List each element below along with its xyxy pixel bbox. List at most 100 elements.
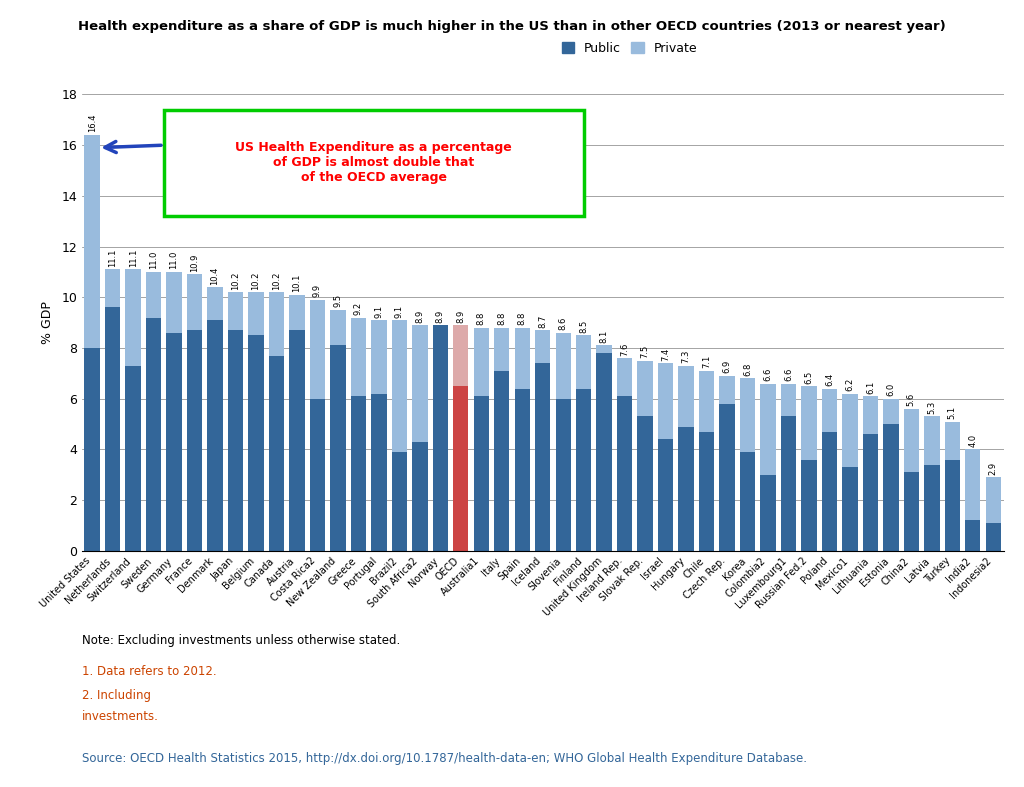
- Bar: [780, 416, 797, 551]
- Bar: [616, 358, 632, 396]
- Bar: [842, 467, 858, 551]
- Text: 1. Data refers to 2012.: 1. Data refers to 2012.: [82, 665, 216, 678]
- Text: 6.1: 6.1: [866, 380, 874, 394]
- Text: 6.2: 6.2: [846, 378, 854, 391]
- Bar: [842, 394, 858, 467]
- Bar: [760, 383, 776, 475]
- Bar: [555, 399, 571, 551]
- Bar: [903, 409, 920, 472]
- Bar: [166, 272, 182, 333]
- Text: 7.5: 7.5: [641, 345, 649, 358]
- Bar: [289, 295, 305, 331]
- Bar: [268, 292, 285, 356]
- Bar: [515, 389, 530, 551]
- Bar: [883, 424, 899, 551]
- Bar: [125, 366, 141, 551]
- Text: 16.4: 16.4: [88, 114, 96, 132]
- Text: 6.5: 6.5: [805, 370, 813, 383]
- Bar: [719, 376, 735, 404]
- Bar: [862, 396, 879, 434]
- Bar: [719, 404, 735, 551]
- Bar: [268, 356, 285, 551]
- Bar: [453, 325, 469, 386]
- Bar: [678, 366, 694, 427]
- Text: Health expenditure as a share of GDP is much higher in the US than in other OECD: Health expenditure as a share of GDP is …: [78, 20, 946, 33]
- Text: 7.1: 7.1: [702, 355, 711, 368]
- Text: 7.4: 7.4: [662, 347, 670, 360]
- Bar: [678, 427, 694, 551]
- Bar: [575, 389, 592, 551]
- Bar: [372, 320, 387, 394]
- Text: 10.2: 10.2: [231, 272, 240, 290]
- Text: Source: OECD Health Statistics 2015, http://dx.doi.org/10.1787/health-data-en; W: Source: OECD Health Statistics 2015, htt…: [82, 752, 807, 765]
- Bar: [944, 422, 961, 460]
- Text: 6.6: 6.6: [764, 368, 772, 381]
- Text: 10.2: 10.2: [252, 272, 260, 290]
- Bar: [739, 379, 756, 452]
- Bar: [227, 331, 244, 551]
- Text: 5.6: 5.6: [907, 393, 915, 406]
- Bar: [515, 327, 530, 389]
- Bar: [985, 523, 1001, 551]
- Bar: [166, 333, 182, 551]
- Text: 8.6: 8.6: [559, 317, 567, 331]
- Text: 6.0: 6.0: [887, 383, 895, 396]
- Bar: [698, 371, 715, 432]
- Text: 5.1: 5.1: [948, 406, 956, 419]
- Bar: [309, 399, 326, 551]
- Bar: [596, 353, 612, 551]
- Bar: [350, 318, 367, 396]
- Bar: [104, 269, 121, 308]
- Text: 2.9: 2.9: [989, 462, 997, 475]
- Bar: [495, 371, 510, 551]
- Text: 8.7: 8.7: [539, 314, 547, 327]
- Bar: [801, 386, 817, 460]
- FancyBboxPatch shape: [164, 109, 584, 216]
- Bar: [207, 320, 223, 551]
- Bar: [965, 520, 981, 551]
- Text: 9.1: 9.1: [395, 305, 403, 318]
- Bar: [473, 396, 489, 551]
- Bar: [186, 275, 203, 331]
- Bar: [350, 396, 367, 551]
- Bar: [145, 318, 161, 551]
- Bar: [965, 449, 981, 520]
- Text: 2. Including: 2. Including: [82, 689, 151, 702]
- Bar: [412, 442, 428, 551]
- Text: 6.4: 6.4: [825, 373, 834, 386]
- Bar: [145, 272, 161, 318]
- Bar: [862, 434, 879, 551]
- Text: 6.8: 6.8: [743, 363, 752, 376]
- Bar: [821, 432, 838, 551]
- Bar: [186, 331, 203, 551]
- Bar: [248, 292, 264, 335]
- Text: 10.9: 10.9: [190, 253, 199, 272]
- Bar: [535, 364, 551, 551]
- Bar: [944, 460, 961, 551]
- Bar: [495, 327, 510, 371]
- Y-axis label: % GDP: % GDP: [41, 301, 54, 344]
- Text: 9.5: 9.5: [334, 294, 342, 308]
- Text: 8.8: 8.8: [498, 312, 506, 325]
- Text: 8.8: 8.8: [477, 312, 485, 325]
- Bar: [453, 386, 469, 551]
- Text: 6.6: 6.6: [784, 368, 793, 381]
- Text: investments.: investments.: [82, 710, 159, 723]
- Bar: [657, 364, 674, 439]
- Text: 10.1: 10.1: [293, 274, 301, 292]
- Text: US Health Expenditure as a percentage
of GDP is almost double that
of the OECD a: US Health Expenditure as a percentage of…: [236, 142, 512, 184]
- Bar: [637, 360, 653, 416]
- Bar: [84, 135, 99, 348]
- Bar: [104, 308, 121, 551]
- Bar: [535, 331, 551, 364]
- Text: 10.2: 10.2: [272, 272, 281, 290]
- Text: 11.0: 11.0: [150, 251, 158, 269]
- Legend: Public, Private: Public, Private: [557, 37, 702, 60]
- Text: 10.4: 10.4: [211, 266, 219, 285]
- Bar: [924, 464, 940, 551]
- Text: 8.5: 8.5: [580, 320, 588, 333]
- Bar: [391, 452, 407, 551]
- Text: 8.9: 8.9: [436, 309, 444, 323]
- Bar: [616, 396, 632, 551]
- Bar: [985, 478, 1001, 523]
